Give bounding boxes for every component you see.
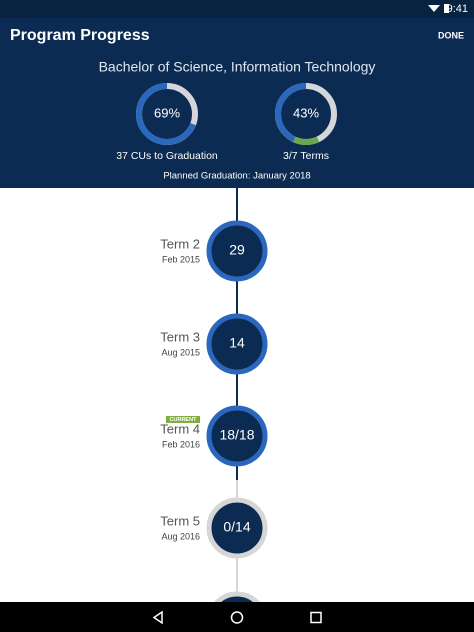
- ring-caption: 37 CUs to Graduation: [116, 150, 218, 162]
- status-bar: [0, 0, 474, 18]
- nav-recents[interactable]: [310, 611, 322, 624]
- app-bar: [0, 18, 474, 54]
- term-name: Term 5: [160, 513, 200, 528]
- ring-caption: 3/7 Terms: [283, 150, 329, 162]
- nav-back[interactable]: [152, 610, 163, 625]
- term-name: Term 4: [160, 421, 200, 436]
- term-units: 29: [229, 242, 245, 258]
- planned-graduation: Planned Graduation: January 2018: [163, 171, 310, 182]
- current-badge-text: CURRENT: [170, 417, 198, 423]
- status-time: 9:41: [447, 3, 468, 15]
- done-button[interactable]: DONE: [438, 30, 464, 40]
- term-node: [206, 405, 268, 467]
- battery-icon: [444, 4, 449, 13]
- ring-label: 69%: [154, 105, 180, 120]
- term-name: Term 2: [160, 236, 200, 251]
- current-badge: [166, 416, 200, 423]
- nav-home[interactable]: [230, 611, 244, 624]
- term-date: Feb 2015: [162, 254, 200, 264]
- term-units: 18/18: [219, 427, 254, 443]
- term-date: Feb 2016: [162, 439, 200, 449]
- term-units: 0/14: [223, 519, 250, 535]
- nav-bar: [0, 602, 474, 632]
- ring-label: 43%: [293, 105, 319, 120]
- term-node: [206, 497, 268, 559]
- program-name: Bachelor of Science, Information Technol…: [99, 59, 376, 75]
- ring-progress: [136, 83, 198, 145]
- term-units: 14: [229, 335, 245, 351]
- wifi-icon: [428, 5, 440, 12]
- page-title: Program Progress: [10, 27, 150, 44]
- term-date: Aug 2015: [161, 347, 200, 357]
- term-date: Aug 2016: [161, 531, 200, 541]
- term-node: [206, 313, 268, 375]
- term-node: [206, 220, 268, 282]
- ring-progress: [275, 83, 337, 145]
- term-name: Term 3: [160, 329, 200, 344]
